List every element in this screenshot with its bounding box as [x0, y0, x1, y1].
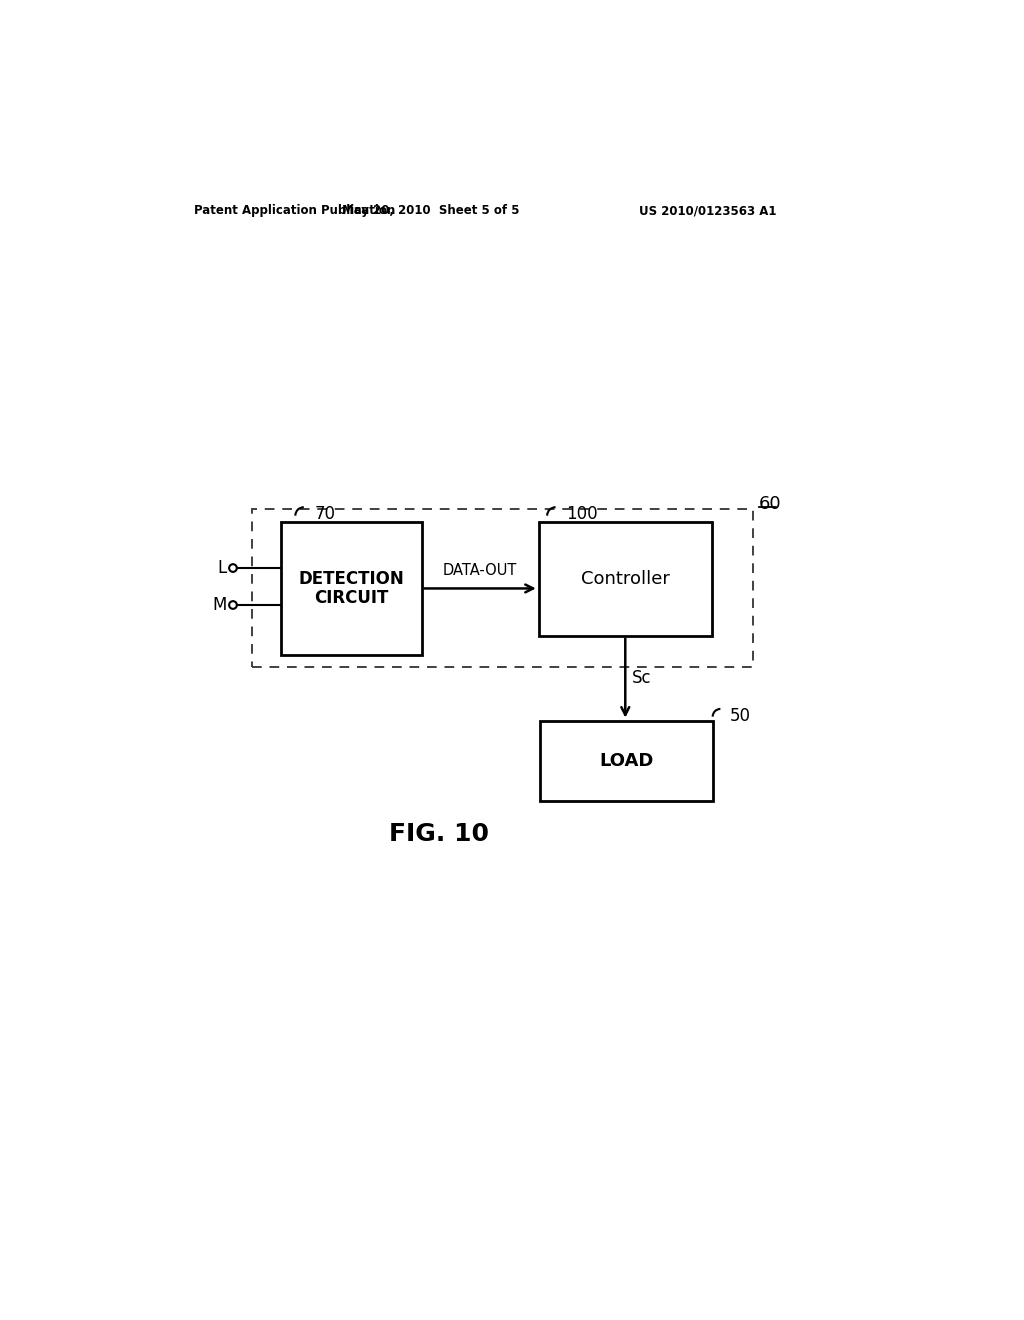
Text: 100: 100: [566, 506, 598, 523]
Text: 60: 60: [759, 495, 781, 513]
Text: Patent Application Publication: Patent Application Publication: [194, 205, 395, 218]
Text: May 20, 2010  Sheet 5 of 5: May 20, 2010 Sheet 5 of 5: [342, 205, 519, 218]
Text: DATA-OUT: DATA-OUT: [443, 562, 517, 578]
Text: CIRCUIT: CIRCUIT: [314, 589, 388, 607]
Text: 50: 50: [730, 708, 751, 726]
Text: FIG. 10: FIG. 10: [388, 822, 488, 846]
Bar: [252, 508, 753, 667]
Text: M: M: [212, 597, 226, 614]
Bar: [541, 721, 713, 801]
Bar: [281, 521, 422, 655]
Text: Sc: Sc: [632, 669, 651, 688]
Text: LOAD: LOAD: [599, 752, 653, 770]
Text: 70: 70: [314, 506, 336, 523]
Text: US 2010/0123563 A1: US 2010/0123563 A1: [639, 205, 776, 218]
Text: DETECTION: DETECTION: [298, 570, 404, 589]
Text: Controller: Controller: [581, 570, 670, 587]
Bar: [539, 521, 712, 636]
Text: L: L: [217, 560, 226, 577]
